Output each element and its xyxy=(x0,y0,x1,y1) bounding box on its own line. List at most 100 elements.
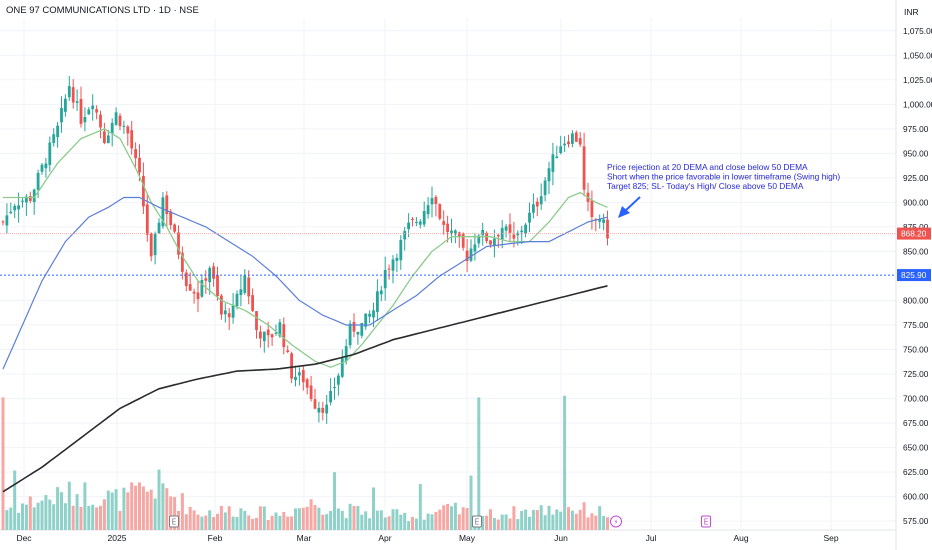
volume-bar xyxy=(278,515,282,530)
volume-bar xyxy=(9,507,13,530)
volume-bar xyxy=(450,506,453,530)
volume-bar xyxy=(282,511,286,530)
volume-bar xyxy=(95,507,99,530)
volume-bar xyxy=(387,516,391,530)
volume-bar xyxy=(364,511,368,530)
candle-body xyxy=(274,332,278,334)
volume-bar xyxy=(1,397,5,530)
candle xyxy=(551,142,555,186)
candle xyxy=(430,186,434,218)
candle xyxy=(528,202,531,233)
y-tick-label: 925.00 xyxy=(903,173,929,183)
candle xyxy=(196,280,200,313)
candle xyxy=(9,202,13,215)
candle xyxy=(262,331,266,353)
candle xyxy=(286,345,290,354)
candle xyxy=(60,96,63,133)
candle xyxy=(142,162,145,215)
volume-bar xyxy=(212,517,216,530)
candle-body xyxy=(239,289,243,296)
volume-bar xyxy=(434,511,438,530)
candle xyxy=(188,272,192,291)
volume-bar xyxy=(321,514,325,530)
candle xyxy=(574,130,578,143)
candle-body xyxy=(602,219,605,223)
volume-bar xyxy=(570,510,574,530)
y-tick-label: 1,075.00 xyxy=(903,26,932,36)
candle xyxy=(298,367,301,386)
candle-body xyxy=(305,379,309,388)
candle xyxy=(87,107,91,115)
candle xyxy=(469,239,473,263)
volume-bar xyxy=(134,485,138,530)
ema200-line xyxy=(2,285,608,493)
candle-body xyxy=(590,200,594,218)
candle-body xyxy=(231,304,235,318)
volume-bar xyxy=(383,517,387,530)
candle-body xyxy=(309,385,313,399)
volume-bar xyxy=(118,510,122,530)
volume-bar xyxy=(528,516,531,530)
candle xyxy=(434,194,438,217)
y-tick-label: 975.00 xyxy=(903,124,929,134)
candle-body xyxy=(130,130,134,149)
candle-body xyxy=(75,101,79,103)
candle-body xyxy=(126,126,130,134)
volume-bar xyxy=(481,515,485,530)
candle xyxy=(71,79,75,109)
volume-bar xyxy=(574,513,578,530)
candle-body xyxy=(9,211,13,214)
candle xyxy=(391,255,395,284)
candle-body xyxy=(169,211,173,226)
candle-body xyxy=(387,268,391,270)
candle-body xyxy=(379,290,383,295)
candle-body xyxy=(574,132,578,142)
candle-body xyxy=(508,224,512,233)
volume-bar xyxy=(247,515,251,530)
candle xyxy=(356,331,360,345)
candle xyxy=(255,311,258,339)
candle xyxy=(13,203,17,219)
volume-bar xyxy=(157,469,161,530)
y-tick-label: 575.00 xyxy=(903,516,929,526)
candle-body xyxy=(360,323,364,336)
volume-bar xyxy=(255,517,258,530)
candle-body xyxy=(196,292,200,300)
candle-body xyxy=(21,200,24,202)
candle-body xyxy=(598,219,602,222)
volume-bar xyxy=(461,507,465,530)
volume-bar xyxy=(173,497,177,530)
candle xyxy=(442,210,446,235)
volume-bar xyxy=(422,519,426,530)
candle-body xyxy=(298,372,301,376)
candle-body xyxy=(422,211,426,225)
candle xyxy=(184,269,188,292)
candle xyxy=(130,120,134,155)
candle-body xyxy=(44,163,48,169)
volume-bar xyxy=(465,508,469,530)
y-axis: 1,075.00 1,050.00 1,025.00 1,000.00 975.00 95… xyxy=(895,0,932,550)
candle-body xyxy=(106,135,110,144)
candle-body xyxy=(489,240,492,245)
volume-bar xyxy=(496,519,500,530)
y-tick-label: 1,000.00 xyxy=(903,99,932,109)
candle xyxy=(153,231,157,265)
volume-bar xyxy=(188,506,192,530)
y-tick-label: 600.00 xyxy=(903,492,929,502)
candle xyxy=(535,197,539,217)
x-tick-label: Aug xyxy=(733,533,748,543)
candle-body xyxy=(313,399,317,409)
volume-bar xyxy=(586,517,590,530)
candle-body xyxy=(95,109,98,113)
y-tick-label: 700.00 xyxy=(903,394,929,404)
volume-bar xyxy=(379,510,383,530)
volume-bar xyxy=(547,505,551,530)
y-tick-label: 875.00 xyxy=(903,222,929,232)
volume-bar xyxy=(91,504,95,530)
earnings-marker xyxy=(472,515,482,528)
volume-bar xyxy=(110,492,114,530)
candle-body xyxy=(368,313,371,317)
candle-body xyxy=(157,222,161,234)
candle-body xyxy=(520,230,524,233)
